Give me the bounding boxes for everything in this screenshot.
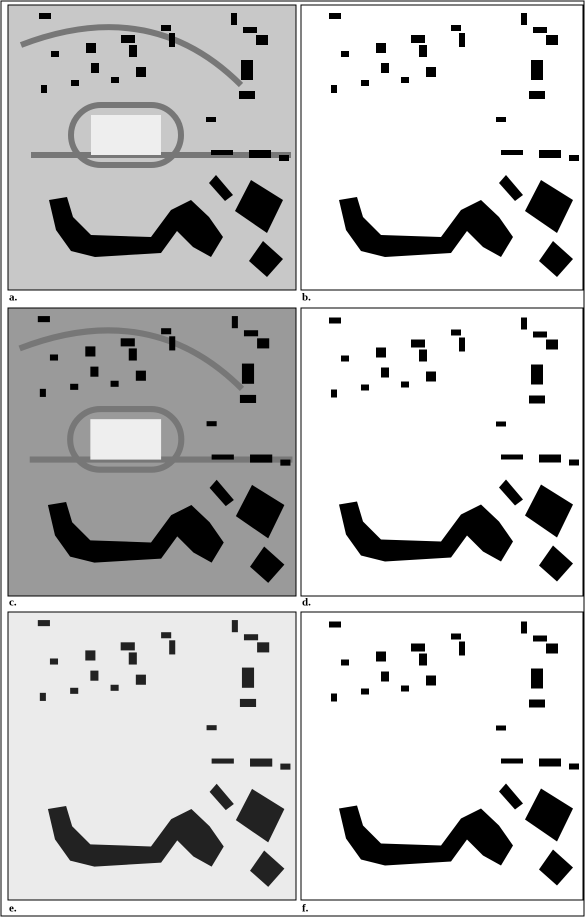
panel-b: [301, 5, 583, 290]
panel-e: [8, 612, 296, 900]
panel-label: e.: [9, 903, 17, 915]
panel-d: [301, 308, 583, 596]
panel-label: b.: [302, 292, 311, 304]
panel-c: [8, 308, 296, 596]
panel-a: [8, 5, 296, 290]
panel-f: [301, 612, 583, 900]
panel-label: f.: [302, 903, 309, 915]
panel-label: d.: [302, 597, 311, 609]
figure: a. b. c. d. e. f.: [0, 0, 585, 917]
panel-label: c.: [9, 597, 17, 609]
panel-label: a.: [9, 292, 18, 304]
